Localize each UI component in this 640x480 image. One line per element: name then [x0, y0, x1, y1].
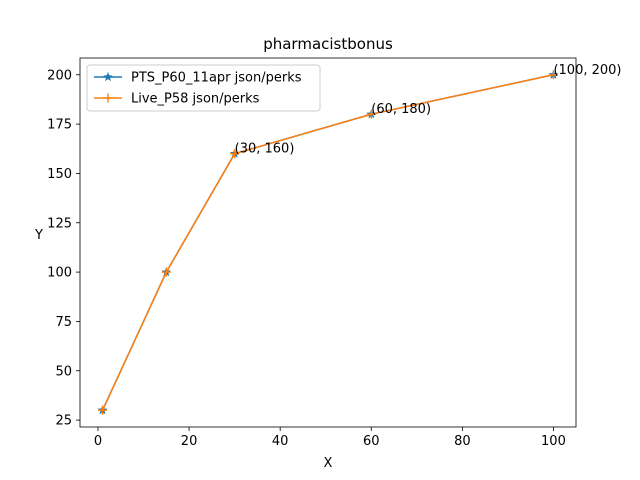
axes: 0 20 40 60 80 100 25 50 75 100 125 150 175 200: [47, 57, 577, 449]
x-tick-label: 0: [94, 434, 102, 449]
x-tick-label: 40: [272, 434, 289, 449]
legend-item: Live_P58 json/perks: [94, 92, 260, 107]
plot-area: (30, 160) (60, 180) (100, 200): [97, 63, 622, 415]
legend-marker: [103, 93, 113, 103]
y-tick-label: 125: [47, 216, 72, 231]
point-annotation: (100, 200): [553, 63, 621, 78]
legend-marker: [103, 71, 113, 82]
y-tick-label: 200: [47, 68, 72, 83]
chart-title: pharmacistbonus: [263, 35, 393, 53]
y-tick-label: 100: [47, 266, 72, 281]
legend-item: PTS_P60_11apr json/perks: [94, 71, 302, 86]
x-tick-label: 80: [454, 434, 471, 449]
legend-box: [86, 64, 321, 112]
axes-frame: [79, 57, 577, 428]
legend-label: Live_P58 json/perks: [131, 92, 260, 107]
y-tick-label: 75: [55, 315, 72, 330]
x-axis-label: X: [324, 456, 333, 471]
legend-label: PTS_P60_11apr json/perks: [131, 71, 302, 86]
data-point: [366, 109, 376, 119]
x-tick-label: 60: [363, 434, 380, 449]
data-point: [230, 149, 240, 159]
y-tick-label: 150: [47, 167, 72, 182]
x-tick-label: 20: [181, 434, 198, 449]
data-point: [98, 405, 108, 415]
point-annotation: (60, 180): [371, 102, 431, 117]
series-2: [98, 70, 558, 415]
y-tick-label: 175: [47, 118, 72, 133]
y-tick-label: 50: [55, 364, 72, 379]
y-tick-label: 25: [55, 414, 72, 429]
data-point: [161, 267, 171, 277]
x-tick-label: 100: [541, 434, 566, 449]
legend: PTS_P60_11apr json/perks Live_P58 json/pe…: [86, 64, 321, 112]
y-axis-label: Y: [34, 228, 43, 243]
point-annotation: (30, 160): [235, 142, 295, 157]
data-point: [548, 70, 558, 80]
